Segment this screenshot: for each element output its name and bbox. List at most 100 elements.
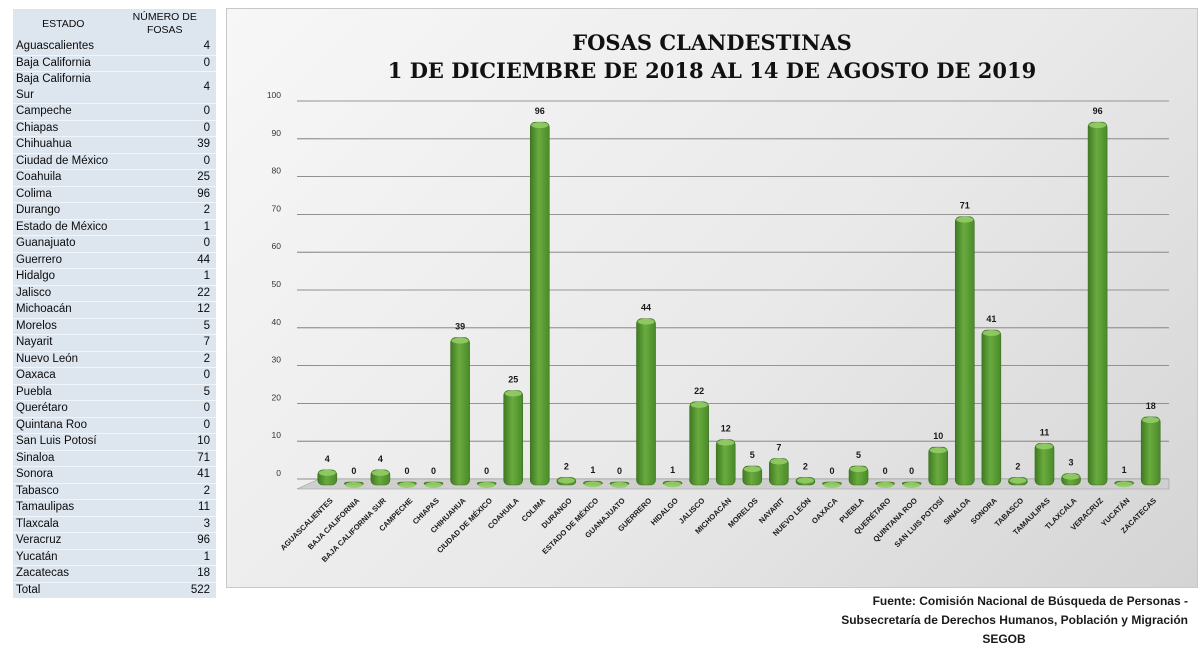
data-label: 10 bbox=[933, 431, 943, 441]
table-row: Chihuahua 39 bbox=[13, 136, 216, 154]
data-label: 0 bbox=[909, 466, 914, 476]
state-count-cell: 44 bbox=[113, 252, 216, 269]
state-name-cell: Jalisco bbox=[13, 285, 114, 302]
bar-top bbox=[796, 477, 814, 484]
bar-top bbox=[1142, 416, 1160, 423]
table-header-row: ESTADO NÚMERO DE FOSAS bbox=[13, 9, 216, 39]
data-label: 22 bbox=[694, 386, 704, 396]
y-tick-label: 20 bbox=[272, 392, 282, 402]
state-count-cell: 0 bbox=[113, 55, 216, 72]
data-label: 41 bbox=[986, 314, 996, 324]
table-row: Estado de México 1 bbox=[13, 219, 216, 236]
table-row: Michoacán 12 bbox=[13, 301, 216, 319]
state-name-cell: Ciudad de México bbox=[13, 153, 114, 170]
bar-top bbox=[371, 469, 389, 476]
table-row: Ciudad de México 0 bbox=[13, 153, 216, 170]
source-note: Fuente: Comisión Nacional de Búsqueda de… bbox=[640, 592, 1188, 649]
data-label: 1 bbox=[670, 465, 675, 475]
bar-top bbox=[929, 447, 947, 454]
table-row: Baja California 0 bbox=[13, 55, 216, 72]
bar-top bbox=[690, 401, 708, 408]
bar-top bbox=[531, 122, 549, 129]
table-row: Durango 2 bbox=[13, 202, 216, 220]
state-count-cell: 0 bbox=[113, 367, 216, 385]
bar-top bbox=[1115, 481, 1133, 488]
state-name-cell: Coahuila bbox=[13, 169, 114, 187]
table-row: Sonora 41 bbox=[13, 466, 216, 484]
data-label: 2 bbox=[564, 461, 569, 471]
state-name-cell: Tlaxcala bbox=[13, 516, 114, 533]
bar bbox=[1034, 443, 1055, 486]
table-row: Tamaulipas 11 bbox=[13, 499, 216, 517]
state-count-cell: 18 bbox=[113, 565, 216, 583]
y-tick-label: 70 bbox=[272, 203, 282, 213]
table-row: Coahuila 25 bbox=[13, 169, 216, 187]
data-label: 2 bbox=[1015, 461, 1020, 471]
state-name-cell: Hidalgo bbox=[13, 268, 114, 286]
state-count-cell: 96 bbox=[113, 186, 216, 203]
state-name-cell: Aguascalientes bbox=[13, 39, 114, 56]
state-count-cell: 3 bbox=[113, 516, 216, 533]
state-name-cell: Oaxaca bbox=[13, 367, 114, 385]
state-count-cell: 1 bbox=[113, 219, 216, 236]
table-row: Tlaxcala 3 bbox=[13, 516, 216, 533]
bar bbox=[450, 337, 470, 486]
data-label: 0 bbox=[484, 466, 489, 476]
state-name-cell: Estado de México bbox=[13, 219, 114, 236]
source-line-3: SEGOB bbox=[982, 632, 1026, 646]
y-tick-label: 80 bbox=[272, 166, 282, 176]
bar-top bbox=[425, 482, 443, 488]
total-value: 522 bbox=[190, 583, 210, 596]
data-label: 25 bbox=[508, 375, 518, 385]
data-label: 0 bbox=[617, 466, 622, 476]
state-name-cell: Yucatán bbox=[13, 549, 114, 566]
data-label: 4 bbox=[325, 454, 330, 464]
bar bbox=[954, 216, 975, 486]
bar-top bbox=[1062, 473, 1080, 480]
state-name-cell: Chiapas bbox=[13, 120, 114, 137]
chart-title-line-2: 1 DE DICIEMBRE DE 2018 AL 14 DE AGOSTO D… bbox=[387, 58, 1037, 83]
state-count-cell: 25 bbox=[113, 169, 216, 187]
bar-top bbox=[743, 466, 761, 473]
state-name-cell: Nuevo León bbox=[13, 351, 114, 368]
bar-top bbox=[850, 466, 868, 473]
state-count-cell: 0 bbox=[113, 400, 216, 418]
state-count-cell: 0 bbox=[113, 120, 216, 137]
bar bbox=[689, 401, 709, 486]
table-row: Guerrero 44 bbox=[13, 252, 216, 269]
data-label: 0 bbox=[431, 466, 436, 476]
state-name-cell: Querétaro bbox=[13, 400, 114, 418]
state-count-cell: 39 bbox=[113, 136, 216, 154]
data-label: 5 bbox=[750, 450, 755, 460]
state-name-cell: Baja California Sur bbox=[13, 71, 114, 104]
bar-top bbox=[584, 481, 602, 488]
bar-top bbox=[398, 482, 416, 488]
data-label: 96 bbox=[1093, 106, 1103, 116]
table-row: Baja California Sur 4 bbox=[13, 71, 216, 104]
data-label: 39 bbox=[455, 322, 465, 332]
y-tick-label: 100 bbox=[267, 90, 281, 100]
chart-title-line-1: FOSAS CLANDESTINAS bbox=[572, 30, 852, 55]
state-count-cell: 0 bbox=[113, 103, 216, 121]
state-name-cell: Sonora bbox=[13, 466, 114, 484]
data-label: 0 bbox=[829, 466, 834, 476]
state-count-cell: 96 bbox=[113, 532, 216, 550]
bar bbox=[1087, 121, 1108, 486]
state-name-cell: San Luis Potosí bbox=[13, 433, 114, 451]
bar-top bbox=[823, 482, 841, 488]
table-row: Morelos 5 bbox=[13, 318, 216, 335]
category-label: OAXACA bbox=[810, 496, 840, 526]
state-count-cell: 1 bbox=[113, 549, 216, 566]
bar bbox=[636, 318, 656, 486]
table-row: Nuevo León 2 bbox=[13, 351, 216, 368]
table-row: Jalisco 22 bbox=[13, 285, 216, 302]
bar-chart: 01020304050607080901004AGUASCALIENTES0BA… bbox=[267, 90, 1170, 564]
source-line-2: Subsecretaría de Derechos Humanos, Pobla… bbox=[841, 613, 1188, 627]
y-tick-label: 30 bbox=[272, 355, 282, 365]
state-count-cell: 0 bbox=[113, 417, 216, 434]
table-row: Oaxaca 0 bbox=[13, 367, 216, 385]
data-label: 3 bbox=[1069, 458, 1074, 468]
chart-panel: FOSAS CLANDESTINAS 1 DE DICIEMBRE DE 201… bbox=[226, 8, 1198, 588]
state-name-cell: Quintana Roo bbox=[13, 417, 114, 434]
table-row: Querétaro 0 bbox=[13, 400, 216, 418]
